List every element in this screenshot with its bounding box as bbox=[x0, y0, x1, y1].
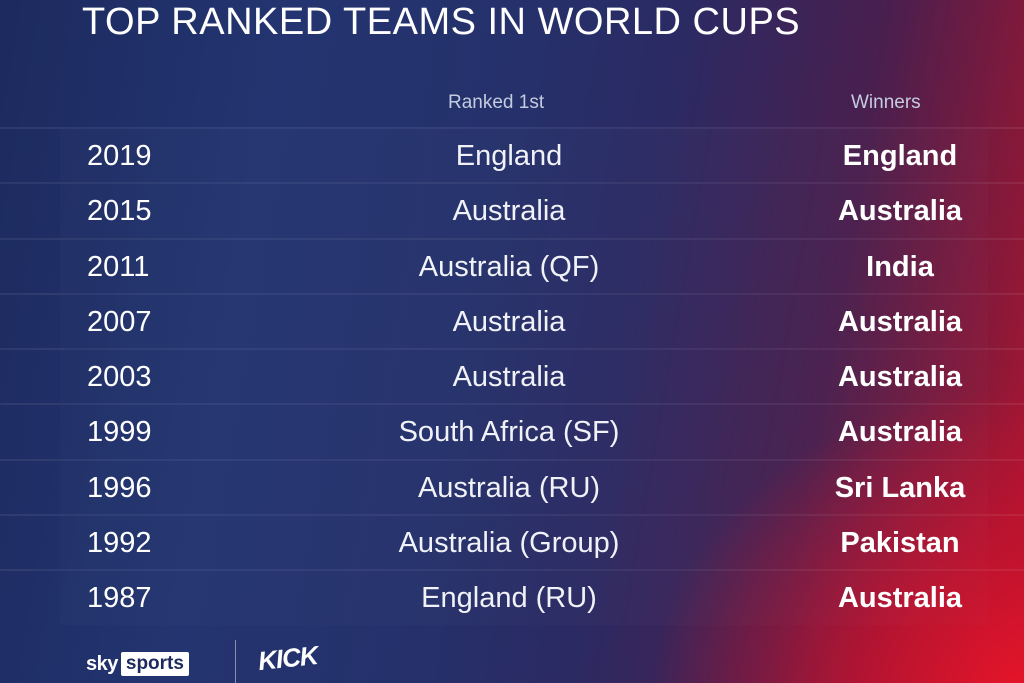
ranked-first-cell: South Africa (SF) bbox=[398, 416, 620, 449]
year-cell: 2019 bbox=[87, 140, 152, 172]
results-table: 2019 England England 2015 Australia Aust… bbox=[0, 127, 1024, 625]
table-row: 2011 Australia (QF) India bbox=[0, 237, 1024, 293]
table-row: 2019 England England bbox=[0, 127, 1024, 182]
winner-cell: Australia bbox=[837, 195, 963, 228]
ranked-first-cell: Australia bbox=[452, 361, 566, 394]
year-cell: 1996 bbox=[87, 471, 152, 504]
year-cell: 1992 bbox=[87, 527, 152, 560]
year-cell: 1987 bbox=[87, 582, 152, 615]
ranked-first-cell: Australia (QF) bbox=[418, 250, 600, 283]
table-row: 1996 Australia (RU) Sri Lanka bbox=[0, 458, 1024, 514]
ranked-first-cell: England bbox=[455, 140, 563, 172]
sports-logo-box: sports bbox=[120, 652, 189, 676]
winner-cell: Australia bbox=[837, 361, 963, 394]
footer-logos: sky sports KICK bbox=[86, 640, 346, 683]
winner-cell: Pakistan bbox=[840, 527, 960, 560]
winner-cell: Sri Lanka bbox=[834, 471, 966, 504]
ranked-first-cell: Australia bbox=[452, 195, 566, 228]
winner-cell: Australia bbox=[837, 416, 963, 449]
ranked-first-cell: England (RU) bbox=[421, 582, 597, 615]
table-row: 2007 Australia Australia bbox=[0, 292, 1024, 348]
year-cell: 2003 bbox=[87, 361, 152, 394]
table-row: 1987 England (RU) Australia bbox=[0, 569, 1024, 624]
winner-cell: England bbox=[842, 140, 958, 172]
winner-cell: India bbox=[866, 250, 934, 283]
winner-cell: Australia bbox=[837, 582, 963, 615]
table-row: 2003 Australia Australia bbox=[0, 348, 1024, 403]
year-cell: 2011 bbox=[87, 250, 150, 283]
year-cell: 2015 bbox=[87, 195, 152, 228]
column-header-ranked-first: Ranked 1st bbox=[448, 92, 545, 113]
sky-sports-logo: sky sports bbox=[86, 652, 189, 676]
table-row: 1999 South Africa (SF) Australia bbox=[0, 403, 1024, 458]
table-row: 1992 Australia (Group) Pakistan bbox=[0, 514, 1024, 569]
year-cell: 2007 bbox=[87, 305, 152, 338]
ranked-first-cell: Australia bbox=[452, 305, 566, 338]
year-cell: 1999 bbox=[87, 416, 152, 449]
ranked-first-cell: Australia (RU) bbox=[417, 471, 601, 504]
column-header-winners: Winners bbox=[851, 92, 921, 113]
kick-logo: KICK bbox=[256, 639, 319, 677]
ranked-first-cell: Australia (Group) bbox=[398, 527, 620, 560]
table-row: 2015 Australia Australia bbox=[0, 182, 1024, 237]
sky-logo-word: sky bbox=[86, 652, 118, 675]
page-title: TOP RANKED TEAMS IN WORLD CUPS bbox=[82, 1, 801, 43]
logo-divider bbox=[235, 640, 236, 683]
winner-cell: Australia bbox=[837, 305, 963, 338]
